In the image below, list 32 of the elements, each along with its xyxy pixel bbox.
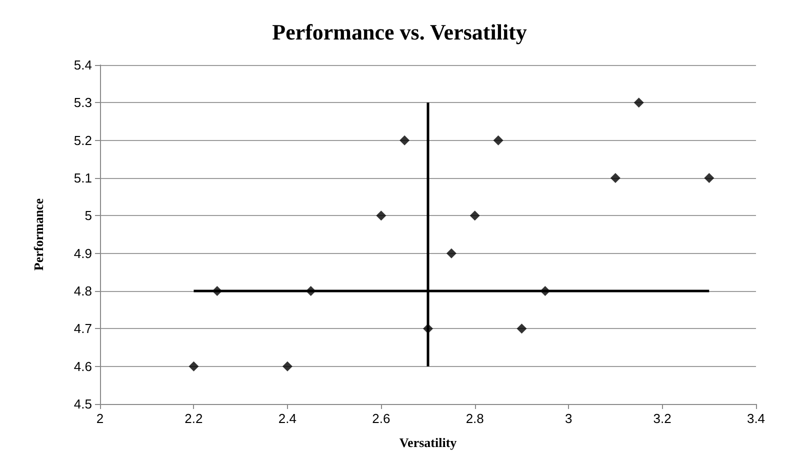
point (470, 210, 480, 221)
x-tick-label: 2.8 (466, 411, 484, 426)
point (400, 135, 410, 146)
y-tick-label: 5.1 (74, 170, 92, 186)
point (704, 173, 714, 183)
x-tick-label: 2.2 (184, 411, 203, 426)
y-tick-label: 5 (84, 208, 92, 224)
y-tick-label: 4.8 (74, 284, 92, 298)
y-tick-label: 4.7 (74, 321, 92, 336)
chart-title: Performance vs. Versatility (272, 20, 527, 44)
y-tick-label: 4.5 (74, 396, 92, 412)
y-tick-label: 4.9 (74, 246, 92, 261)
x-tick-label: 3 (564, 411, 572, 426)
point (493, 135, 504, 146)
point (188, 361, 199, 372)
point (446, 248, 456, 258)
y-tick-label: 5.2 (74, 132, 92, 148)
y-tick-label: 4.6 (74, 358, 92, 374)
x-tick-label: 3.2 (653, 411, 672, 426)
x-tick-label: 2.4 (278, 411, 296, 426)
x-tick-label: 2 (96, 411, 104, 426)
point (634, 98, 644, 108)
x-axis-title: Versatility (399, 435, 458, 450)
point (376, 210, 386, 221)
y-tick-label: 5.4 (74, 58, 92, 72)
point (610, 173, 620, 183)
x-tick-label: 3.4 (746, 411, 766, 426)
y-axis-title: Performance (31, 198, 46, 271)
y-tick-label: 5.3 (74, 95, 92, 110)
x-tick-label: 2.6 (372, 411, 390, 426)
point (282, 361, 292, 372)
point (516, 324, 527, 334)
